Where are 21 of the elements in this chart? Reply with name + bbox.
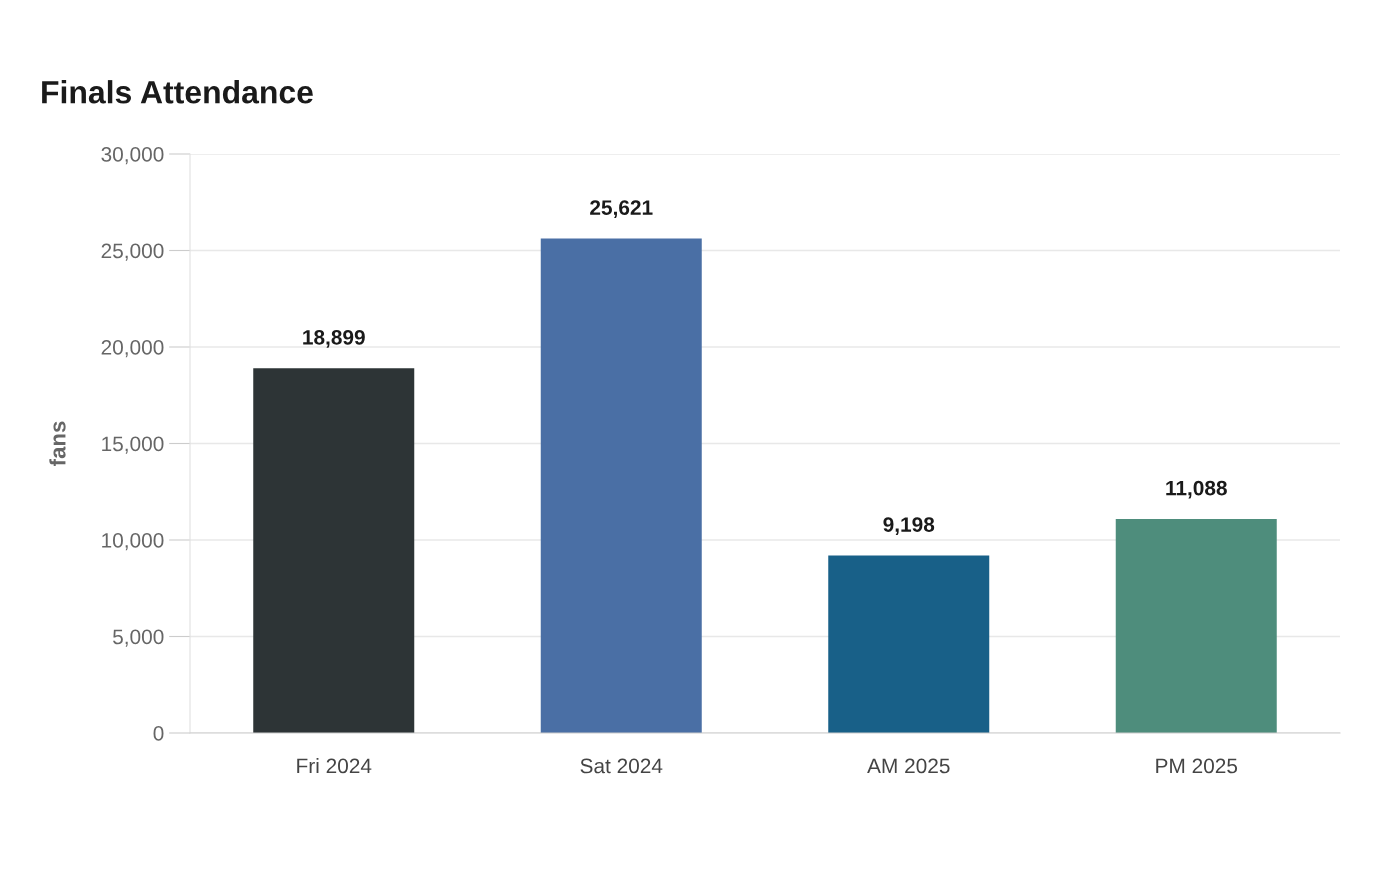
x-tick-label: PM 2025: [1156, 758, 1238, 774]
x-tick-label: Fri 2024: [297, 758, 372, 774]
y-tick-label: 20,000: [101, 340, 164, 358]
bar: [828, 555, 990, 733]
y-tick-label: 30,000: [101, 147, 164, 165]
data-label: 9,198: [883, 517, 935, 535]
data-label: 25,621: [590, 200, 653, 218]
data-label: 18,899: [303, 329, 365, 348]
y-tick-label: 5,000: [113, 629, 164, 647]
y-tick-label: 0: [153, 726, 164, 741]
chart-title: Finals Attendance: [42, 80, 313, 104]
bar: [1115, 519, 1277, 733]
y-axis-title: fans: [49, 421, 66, 466]
bar: [253, 368, 415, 733]
y-tick-label: 25,000: [101, 243, 164, 261]
x-tick-label: AM 2025: [867, 758, 950, 774]
y-tick-label: 15,000: [102, 436, 164, 454]
y-tick-label: 10,000: [102, 533, 164, 551]
data-label: 11,088: [1166, 480, 1227, 499]
bar: [540, 238, 702, 733]
x-tick-label: Sat 2024: [580, 758, 663, 774]
